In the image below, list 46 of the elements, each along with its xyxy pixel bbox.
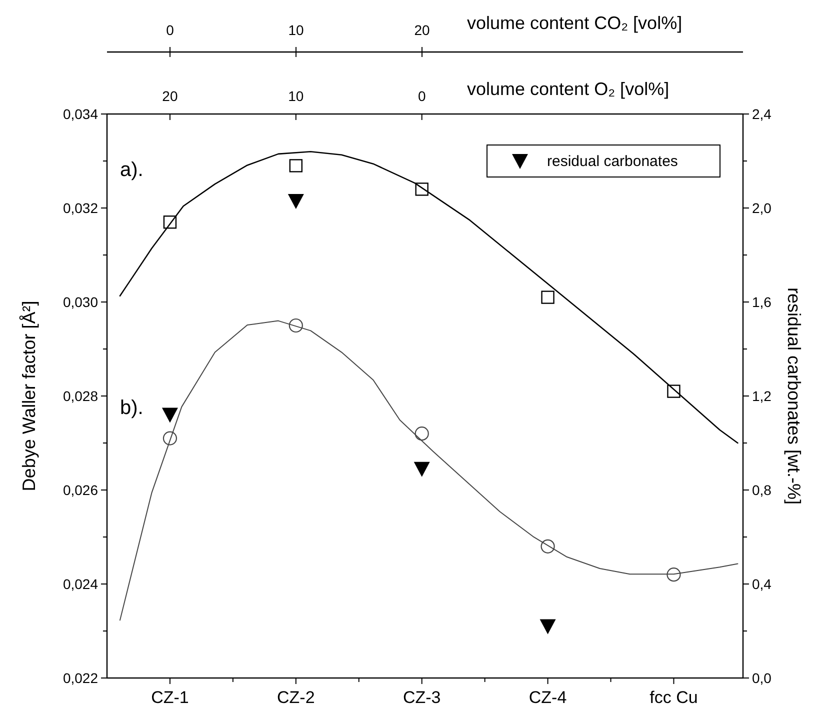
x-tick-label: CZ-1	[151, 688, 189, 707]
text: volume content CO₂ [vol%]	[467, 13, 682, 33]
x-tick-label: CZ-3	[402, 688, 441, 707]
y2-tick-label: 1,2	[752, 388, 772, 404]
point	[540, 539, 555, 554]
y2-tick-label: 2,0	[752, 200, 772, 216]
x2-tick-label: 0	[418, 88, 426, 104]
point	[162, 408, 178, 423]
y2-tick-label: 0,0	[752, 670, 772, 686]
y-tick-label: 0,030	[62, 294, 98, 310]
x2-tick-label: 10	[288, 88, 304, 104]
point	[415, 182, 428, 196]
y-tick-label: 0,024	[62, 576, 98, 592]
x-tick-label: CZ-2	[277, 688, 315, 707]
y-tick-label: 0,026	[62, 482, 98, 498]
point	[289, 159, 303, 172]
x-tick-label: CZ-4	[528, 688, 567, 707]
point	[288, 194, 304, 209]
y-axis-title: Debye Waller factor [Å²]	[19, 300, 39, 492]
y2-tick-label: 0,8	[752, 482, 772, 498]
y2-tick-label: 1,6	[752, 294, 772, 310]
y-tick-label: 0,022	[62, 670, 98, 686]
y-tick-label: 0,034	[62, 106, 98, 122]
point	[667, 384, 680, 398]
x-tick-label: fcc Cu	[650, 688, 698, 707]
point	[162, 431, 178, 446]
point	[541, 290, 554, 304]
legend-label: residual carbonates	[547, 153, 678, 170]
x2-tick-label: 20	[162, 88, 178, 104]
y-tick-label: 0,032	[62, 200, 98, 216]
point	[414, 462, 430, 477]
y-tick-label: 0,028	[62, 388, 98, 404]
point	[163, 216, 177, 229]
point	[666, 568, 681, 582]
y2-tick-label: 0,4	[752, 576, 772, 592]
text: 0	[166, 22, 174, 38]
text: 20	[414, 22, 430, 38]
point	[414, 426, 429, 441]
text: 10	[288, 22, 304, 38]
x2-axis-title: volume content O₂ [vol%]	[467, 79, 670, 99]
annotation: b).	[120, 397, 144, 419]
y2-tick-label: 2,4	[752, 106, 772, 122]
annotation: a).	[120, 159, 144, 181]
point	[288, 318, 303, 333]
point	[540, 619, 556, 634]
y2-axis-title: residual carbonates [wt.-%]	[784, 287, 804, 505]
